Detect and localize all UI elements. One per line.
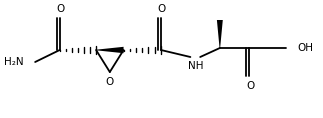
Polygon shape (217, 20, 223, 48)
Text: NH: NH (188, 61, 203, 71)
Text: O: O (106, 77, 114, 87)
Text: OH: OH (297, 43, 313, 53)
Text: O: O (246, 81, 255, 91)
Text: O: O (57, 4, 65, 14)
Text: H₂N: H₂N (4, 57, 23, 67)
Text: O: O (158, 4, 166, 14)
Polygon shape (96, 47, 124, 53)
